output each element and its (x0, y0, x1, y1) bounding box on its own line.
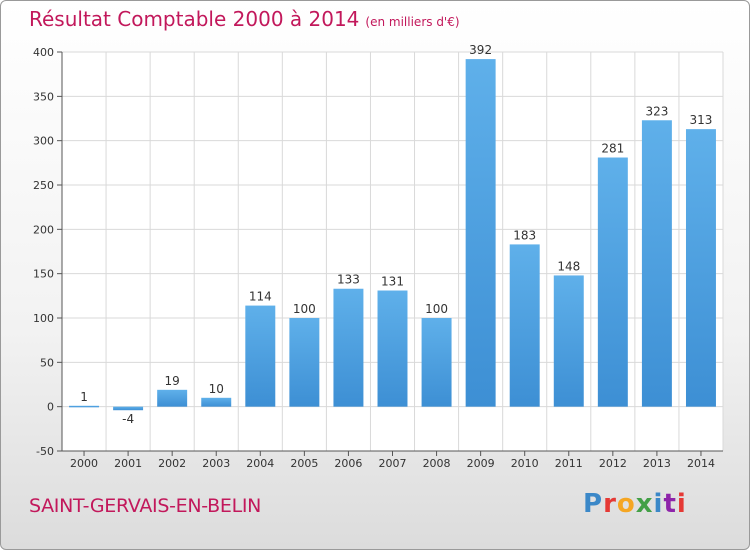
x-tick-label: 2010 (511, 457, 539, 470)
bar-2004 (245, 305, 276, 407)
chart-title-text: Résultat Comptable 2000 à 2014 (29, 7, 360, 31)
bar-2005 (289, 318, 320, 407)
chart-subtitle: (en milliers d'€) (365, 15, 460, 29)
x-tick-label: 2000 (70, 457, 98, 470)
proxiti-logo: Proxiti (583, 489, 687, 519)
bar-2007 (377, 290, 408, 407)
y-tick-label: -50 (36, 445, 54, 458)
x-tick-label: 2014 (687, 457, 715, 470)
x-tick-label: 2008 (423, 457, 451, 470)
y-tick-label: 150 (33, 268, 54, 281)
logo-letter: x (635, 489, 654, 519)
y-tick-label: 200 (33, 223, 54, 236)
value-label: -4 (122, 412, 134, 426)
value-label: 313 (690, 113, 713, 127)
y-tick-label: 250 (33, 179, 54, 192)
x-tick-label: 2006 (334, 457, 362, 470)
logo-letter: i (653, 489, 664, 519)
logo-letter: r (603, 489, 617, 519)
chart-title: Résultat Comptable 2000 à 2014 (en millie… (29, 7, 460, 31)
value-label: 1 (80, 390, 88, 404)
value-label: 100 (425, 302, 448, 316)
value-label: 114 (249, 290, 272, 304)
bar-2014 (685, 129, 716, 407)
x-tick-label: 2011 (555, 457, 583, 470)
bar-2000 (69, 405, 100, 408)
x-tick-label: 2003 (202, 457, 230, 470)
x-tick-label: 2001 (114, 457, 142, 470)
value-label: 131 (381, 275, 404, 289)
logo-letter: i (676, 489, 687, 519)
value-label: 100 (293, 302, 316, 316)
value-label: 392 (469, 43, 492, 57)
logo-letter: P (583, 489, 604, 519)
x-tick-label: 2004 (246, 457, 274, 470)
commune-name: SAINT-GERVAIS-EN-BELIN (29, 495, 262, 517)
logo-letter: o (616, 489, 636, 519)
value-label: 133 (337, 273, 360, 287)
x-tick-label: 2002 (158, 457, 186, 470)
bar-2006 (333, 288, 364, 407)
x-tick-label: 2005 (290, 457, 318, 470)
y-tick-label: 50 (40, 356, 54, 369)
value-label: 281 (601, 142, 624, 156)
bar-2013 (641, 120, 672, 407)
bar-2011 (553, 275, 584, 407)
bar-2008 (421, 318, 452, 407)
bar-2010 (509, 244, 540, 407)
value-label: 183 (513, 228, 536, 242)
y-tick-label: 350 (33, 90, 54, 103)
bar-2001 (113, 406, 144, 411)
value-label: 10 (209, 382, 224, 396)
bar-2012 (597, 157, 628, 407)
axis-layer: -50 0 50 100 150 200 250 300 350 400 2000 2001 2002 2… (33, 46, 723, 470)
bar-2002 (157, 389, 188, 407)
bar-2003 (201, 397, 232, 407)
logo-letter: t (663, 489, 677, 519)
value-label: 19 (165, 374, 180, 388)
value-label: 148 (557, 259, 580, 273)
y-tick-label: 300 (33, 135, 54, 148)
bar-layer: 1 -4 19 10 114 100 133 131 100 392 183 148 281 323 313 (69, 43, 716, 426)
y-tick-label: 0 (47, 401, 54, 414)
bar-2009 (465, 59, 496, 407)
x-tick-label: 2012 (599, 457, 627, 470)
y-tick-label: 100 (33, 312, 54, 325)
y-tick-label: 400 (33, 46, 54, 59)
x-tick-label: 2013 (643, 457, 671, 470)
x-tick-label: 2009 (467, 457, 495, 470)
x-tick-label: 2007 (379, 457, 407, 470)
value-label: 323 (645, 104, 668, 118)
